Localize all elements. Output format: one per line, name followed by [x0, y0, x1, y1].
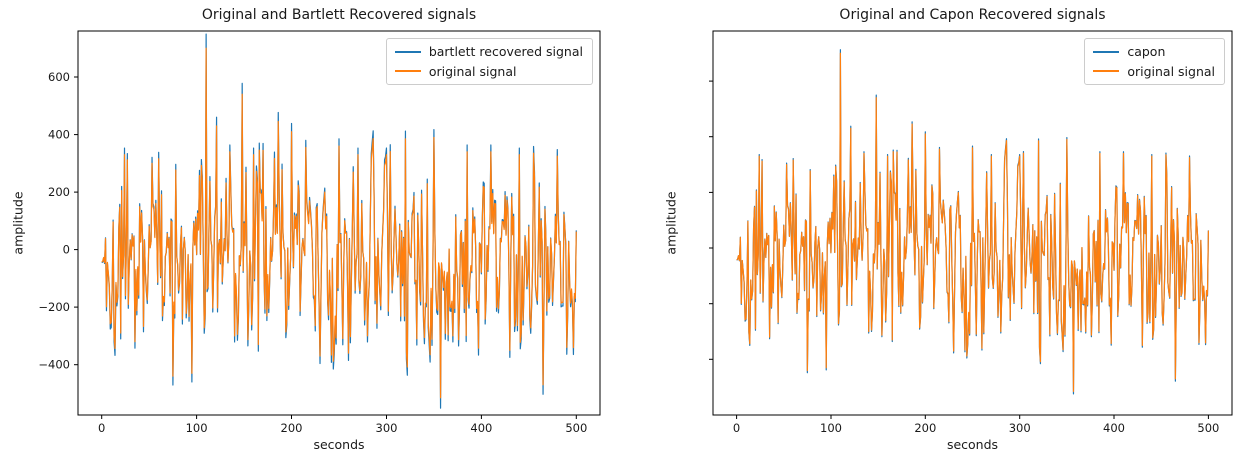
x-tick-label: 200 — [281, 421, 303, 435]
chart-title-capon: Original and Capon Recovered signals — [839, 7, 1106, 23]
y-tick-label: 600 — [48, 70, 70, 84]
legend-label: bartlett recovered signal — [428, 44, 583, 59]
legend: bartlett recovered signal original signa… — [385, 38, 593, 86]
x-tick-label: 0 — [98, 421, 105, 435]
y-tick-label: 400 — [48, 128, 70, 142]
subplot-capon: Original and Capon Recovered signals amp… — [625, 0, 1250, 468]
y-tick-label: −200 — [38, 300, 70, 314]
x-tick-label: 100 — [186, 421, 208, 435]
legend-entry: original signal — [1093, 64, 1215, 80]
y-tick-label: −400 — [38, 358, 70, 372]
legend: capon original signal — [1084, 38, 1225, 86]
legend-label: original signal — [1127, 63, 1215, 79]
legend-entry: original signal — [394, 63, 583, 80]
plot-area-bartlett: 0 100 200 300 400 500 −400 −200 0 200 400 600 — [38, 30, 601, 435]
x-tick-label: 200 — [914, 421, 936, 435]
x-tick-label: 400 — [470, 421, 492, 435]
original-signal-line — [736, 52, 1210, 392]
axes-spines — [712, 30, 1233, 416]
legend-label: original signal — [428, 63, 517, 79]
legend-line-sample-orange — [1093, 70, 1120, 73]
x-tick-label: 500 — [565, 421, 587, 435]
x-tick-label: 300 — [1009, 421, 1031, 435]
legend-entry: bartlett recovered signal — [394, 44, 583, 60]
x-axis-label: seconds — [313, 437, 365, 452]
chart-title-bartlett: Original and Bartlett Recovered signals — [201, 7, 477, 23]
plot-area-capon: 0 100 200 300 400 500 — [709, 30, 1233, 435]
x-tick-label: 500 — [1197, 421, 1219, 435]
original-signal-line — [101, 47, 577, 399]
axes-spines — [77, 30, 601, 416]
x-axis-label: seconds — [946, 437, 999, 452]
y-tick-label: 200 — [48, 185, 70, 199]
x-tick-label: 400 — [1103, 421, 1125, 435]
x-tick-label: 0 — [733, 421, 740, 435]
x-tick-label: 300 — [376, 421, 398, 435]
legend-label: capon — [1127, 44, 1166, 59]
legend-entry: capon — [1093, 44, 1215, 60]
legend-line-sample-blue — [394, 50, 421, 53]
x-tick-label: 100 — [820, 421, 842, 435]
legend-line-sample-orange — [394, 70, 421, 73]
y-tick-label: 0 — [63, 243, 70, 257]
legend-line-sample-blue — [1093, 50, 1120, 53]
subplot-bartlett: Original and Bartlett Recovered signals … — [11, 7, 601, 452]
